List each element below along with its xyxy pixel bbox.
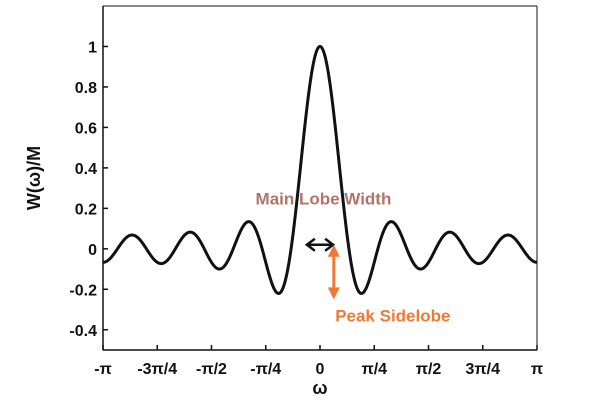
- x-tick-label: -3π/4: [137, 361, 177, 378]
- x-tick-label: -π/2: [196, 361, 227, 378]
- y-tick-label: -0.2: [69, 282, 97, 299]
- x-tick-label: π/2: [416, 361, 442, 378]
- y-tick-label: -0.4: [69, 323, 97, 340]
- y-tick-label: 0.8: [75, 80, 97, 97]
- x-tick-label: 0: [316, 361, 325, 378]
- x-ticks: -π -3π/4 -π/2 -π/4 0 π/4 π/2 3π/4 π: [94, 345, 543, 378]
- axes: [102, 5, 538, 351]
- main-lobe-label: Main Lobe Width: [256, 189, 392, 208]
- x-tick-label: π/4: [361, 361, 387, 378]
- y-ticks: 1 0.8 0.6 0.4 0.2 0 -0.2 -0.4: [69, 39, 108, 340]
- x-tick-label: 3π/4: [465, 361, 500, 378]
- y-tick-label: 0.4: [75, 161, 97, 178]
- series-line: [101, 44, 539, 295]
- x-tick-label: π: [531, 361, 543, 378]
- main-lobe-arrowhead-right: [324, 237, 336, 252]
- x-axis-title: ω: [312, 378, 327, 398]
- y-tick-label: 0.2: [75, 201, 97, 218]
- peak-sidelobe-label: Peak Sidelobe: [335, 307, 450, 326]
- y-tick-label: 1: [88, 39, 97, 56]
- y-axis-title: W(ω)/M: [24, 146, 44, 210]
- peak-sidelobe-arrowhead-bottom: [327, 287, 340, 300]
- x-tick-label: -π/4: [250, 361, 281, 378]
- x-tick-label: -π: [94, 361, 112, 378]
- y-tick-label: 0.6: [75, 120, 97, 137]
- peak-sidelobe-arrowhead-top: [327, 244, 340, 257]
- y-tick-label: 0: [88, 242, 97, 259]
- peak-sidelobe-annotation: Peak Sidelobe: [327, 244, 450, 326]
- main-lobe-arrowhead-left: [304, 237, 316, 252]
- main-lobe-annotation: Main Lobe Width: [256, 189, 392, 252]
